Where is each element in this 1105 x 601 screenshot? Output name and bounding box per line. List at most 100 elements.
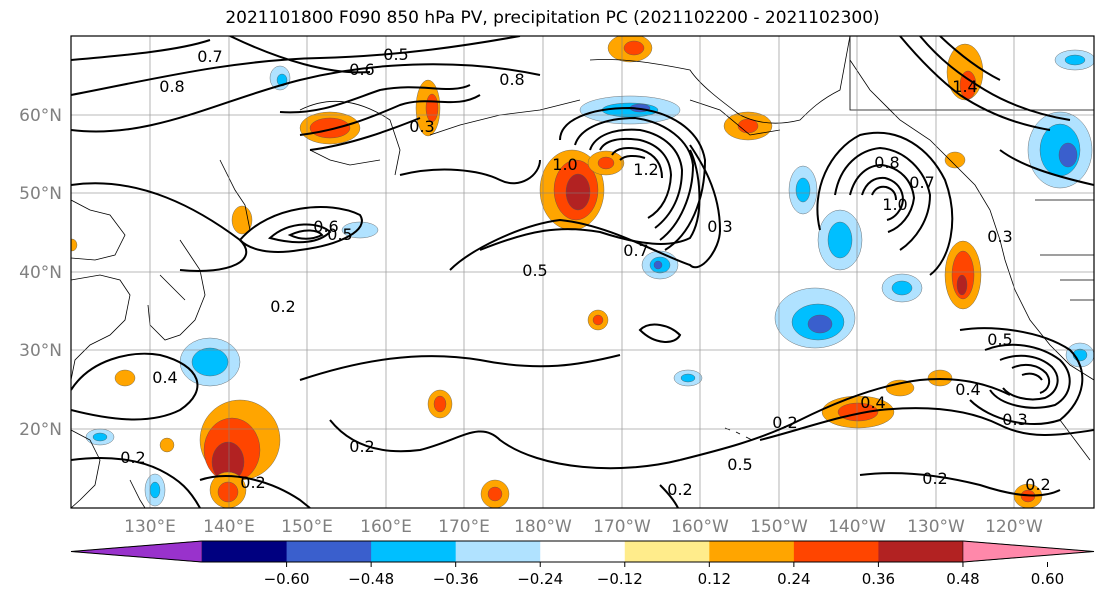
contour-labels: 0.70.80.60.50.80.30.60.51.0 1.20.30.70.50…: [120, 45, 1050, 499]
colorbar-tick-label: −0.48: [348, 570, 394, 588]
colorbar-outline: [70, 540, 1095, 563]
contour-label: 0.8: [499, 70, 524, 89]
lon-label: 140°W: [828, 517, 886, 537]
colorbar-extend-min: [70, 540, 203, 563]
colorbar-segment: [878, 541, 964, 562]
precipitation-blob: [597, 156, 615, 170]
contour-label: 0.2: [1025, 475, 1050, 494]
precipitation-blob: [114, 369, 136, 387]
colorbar: [70, 540, 1095, 563]
colorbar-segment: [455, 541, 541, 562]
colorbar-tick-label: 0.36: [862, 570, 895, 588]
lon-label: 150°E: [281, 517, 333, 537]
colorbar-tick-label: −0.12: [597, 570, 643, 588]
contour-label: 0.2: [270, 297, 295, 316]
contour-label: 0.3: [707, 217, 732, 236]
lon-label: 170°E: [438, 517, 490, 537]
contour-label: 0.7: [197, 47, 222, 66]
precipitation-blob: [680, 373, 696, 383]
pv-contours: [71, 36, 1094, 508]
contour-label: 0.4: [152, 368, 177, 387]
precipitation-blob: [592, 314, 604, 326]
precipitation-blob: [92, 432, 108, 442]
lat-label: 60°N: [19, 106, 62, 126]
contour-label: 0.4: [955, 380, 980, 399]
colorbar-segment: [793, 541, 879, 562]
lon-label: 140°E: [203, 517, 255, 537]
contour-label: 0.8: [874, 153, 899, 172]
contour-label: 0.2: [667, 480, 692, 499]
precipitation-blob: [623, 40, 645, 56]
lon-label: 160°W: [671, 517, 729, 537]
colorbar-segment: [286, 541, 372, 562]
contour-label: 1.0: [882, 195, 907, 214]
colorbar-segment: [709, 541, 795, 562]
contour-label: 0.5: [327, 225, 352, 244]
precipitation-blob: [309, 117, 351, 139]
contour-label: 0.5: [383, 45, 408, 64]
contour-label: 0.2: [922, 469, 947, 488]
contour-label: 0.4: [860, 393, 885, 412]
lon-label: 180°W: [514, 517, 572, 537]
colorbar-tick-label: 0.12: [698, 570, 731, 588]
contour-label: 0.6: [349, 60, 374, 79]
lat-label: 30°N: [19, 341, 62, 361]
contour-label: 0.2: [772, 413, 797, 432]
contour-label: 0.5: [987, 330, 1012, 349]
lon-label: 120°W: [985, 517, 1043, 537]
colorbar-tick-label: 0.24: [777, 570, 810, 588]
precipitation-blob: [737, 118, 759, 134]
contour-label: 0.5: [522, 261, 547, 280]
precipitation-blob: [217, 481, 239, 503]
precipitation-blob: [71, 238, 78, 252]
precipitation-blob: [807, 314, 833, 334]
precipitation-blob: [276, 73, 288, 87]
lat-label: 40°N: [19, 263, 62, 283]
precipitation-blob: [653, 260, 663, 270]
precipitation-blob: [1064, 54, 1086, 66]
precipitation-blob: [827, 221, 853, 259]
contour-label: 0.7: [623, 241, 648, 260]
contour-label: 1.4: [952, 77, 977, 96]
precipitation-blob: [927, 369, 953, 387]
contour-label: 0.2: [240, 473, 265, 492]
lat-label: 50°N: [19, 184, 62, 204]
contour-label: 1.2: [633, 160, 658, 179]
contour-label: 0.2: [349, 437, 374, 456]
colorbar-segment: [540, 541, 626, 562]
precipitation-blob: [565, 173, 591, 211]
lat-label: 20°N: [19, 420, 62, 440]
precipitation-blob: [159, 437, 175, 453]
lon-label: 160°E: [360, 517, 412, 537]
colorbar-tick-label: −0.60: [264, 570, 310, 588]
precipitation-blob: [944, 151, 966, 169]
precipitation-blob: [487, 486, 503, 502]
contour-label: 0.3: [1002, 410, 1027, 429]
precipitation-blob: [149, 481, 161, 499]
precipitation-blob: [956, 274, 968, 296]
contour-label: 0.3: [987, 227, 1012, 246]
longitude-labels: 130°E 140°E 150°E 160°E 170°E 180°W 170°W 160°W…: [124, 517, 1043, 537]
precipitation-blob: [191, 347, 229, 377]
precipitation-shading: [71, 36, 1094, 508]
precipitation-blob: [1058, 142, 1078, 168]
colorbar-tick-label: 0.60: [1031, 570, 1064, 588]
colorbar-extend-max: [962, 540, 1095, 563]
lon-label: 150°W: [750, 517, 808, 537]
precipitation-blob: [433, 395, 447, 413]
lon-label: 130°W: [907, 517, 965, 537]
contour-label: 0.7: [909, 173, 934, 192]
precipitation-blob: [891, 280, 913, 296]
contour-label: 0.2: [120, 448, 145, 467]
precipitation-blob: [795, 177, 811, 203]
colorbar-segment: [202, 541, 288, 562]
lon-label: 170°W: [593, 517, 651, 537]
map-frame: [70, 35, 1095, 509]
latitude-labels: 60°N 50°N 40°N 30°N 20°N: [19, 106, 62, 440]
colorbar-tick-label: −0.24: [517, 570, 563, 588]
colorbar-segment: [371, 541, 457, 562]
contour-label: 0.3: [409, 117, 434, 136]
contour-label: 0.5: [727, 455, 752, 474]
colorbar-ticks: −0.60 −0.48 −0.36 −0.24 −0.12 0.12 0.24 0.36 0.4…: [264, 562, 1064, 588]
